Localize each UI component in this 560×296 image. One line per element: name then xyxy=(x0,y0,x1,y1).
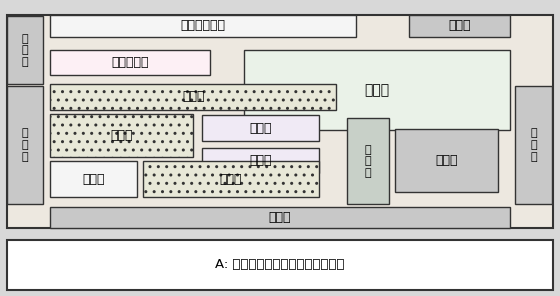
Text: 辅助区: 辅助区 xyxy=(448,20,470,32)
Bar xyxy=(50,15,356,37)
Text: 辅
助
区: 辅 助 区 xyxy=(530,128,536,162)
Text: A: 涂装车间一层设施功能区分布图: A: 涂装车间一层设施功能区分布图 xyxy=(215,258,345,271)
Bar xyxy=(395,129,498,192)
Text: 电泳工艺区: 电泳工艺区 xyxy=(111,57,149,69)
Bar xyxy=(50,50,210,75)
Text: 作业区: 作业区 xyxy=(82,173,105,186)
Bar xyxy=(202,148,319,173)
Bar xyxy=(7,86,43,204)
Bar xyxy=(7,15,553,228)
Bar xyxy=(50,84,336,110)
Text: 辅
助
区: 辅 助 区 xyxy=(22,128,28,162)
Bar xyxy=(50,161,137,197)
Bar xyxy=(244,50,510,130)
Bar xyxy=(7,16,43,84)
Bar xyxy=(515,86,552,204)
Text: 辅
助
区: 辅 助 区 xyxy=(22,34,28,67)
Text: 作业区: 作业区 xyxy=(249,122,272,134)
Text: 作业区: 作业区 xyxy=(249,154,272,167)
Text: 存储区: 存储区 xyxy=(110,129,133,142)
Bar xyxy=(50,207,510,228)
Text: 作
业
区: 作 业 区 xyxy=(365,145,371,178)
Text: 作业区: 作业区 xyxy=(364,83,389,97)
Bar xyxy=(202,115,319,141)
Text: 辅助区: 辅助区 xyxy=(269,211,291,224)
Bar xyxy=(143,161,319,197)
Bar xyxy=(409,15,510,37)
Text: 辅助区: 辅助区 xyxy=(435,154,458,167)
Bar xyxy=(347,118,389,204)
Text: 前处理工艺区: 前处理工艺区 xyxy=(180,20,226,32)
Bar xyxy=(7,240,553,290)
Bar xyxy=(50,114,193,157)
Text: 存储区: 存储区 xyxy=(220,173,242,186)
Text: 存储区: 存储区 xyxy=(182,91,204,103)
